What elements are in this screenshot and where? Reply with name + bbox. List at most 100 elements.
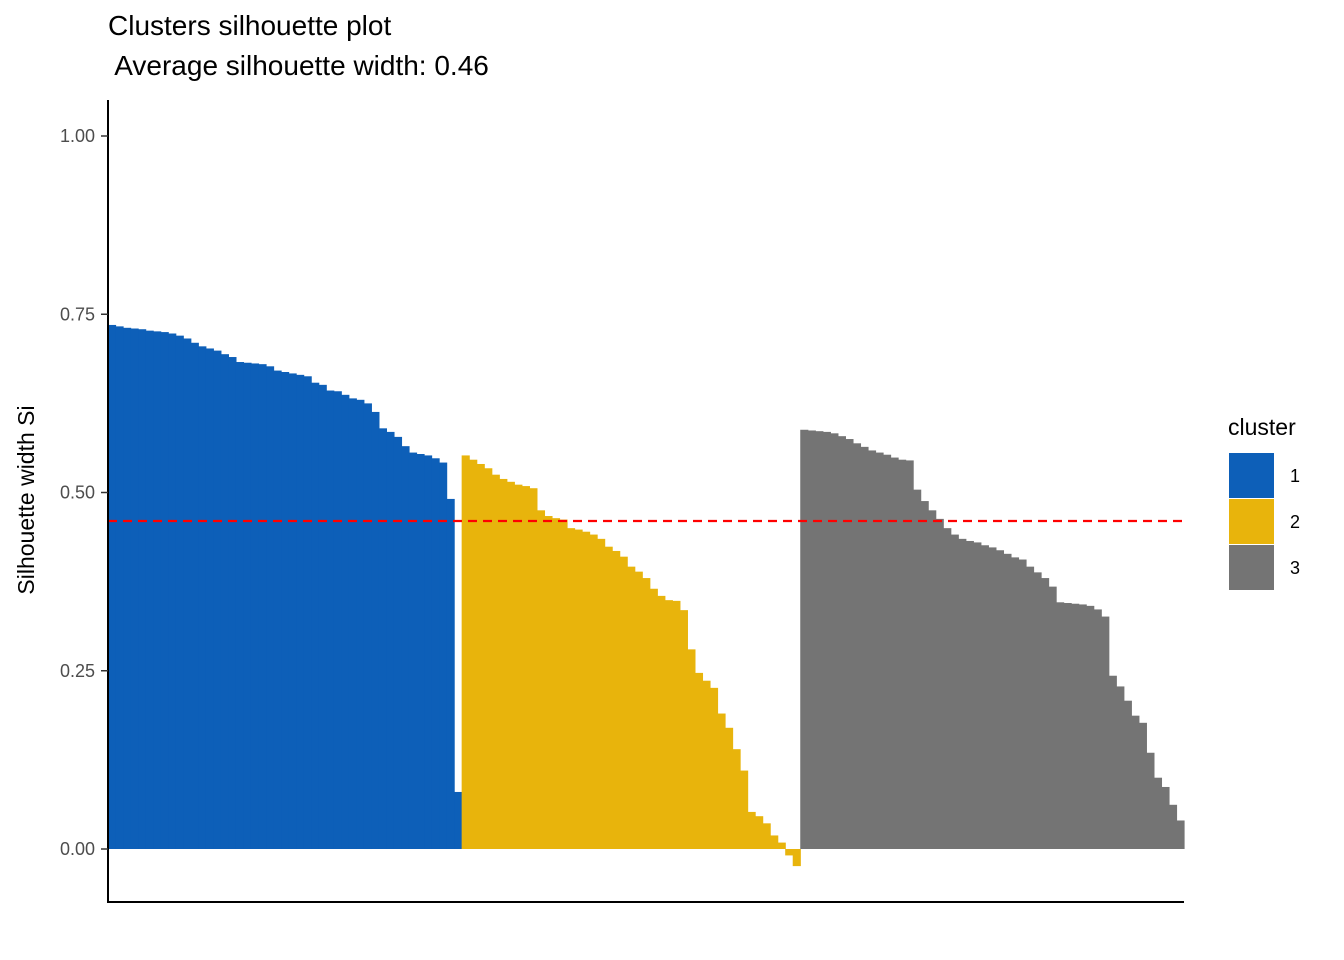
bar-cluster-3-43 — [1116, 686, 1125, 849]
bar-cluster-3-39 — [1086, 605, 1095, 849]
bar-cluster-2-38 — [740, 770, 749, 849]
bar-cluster-1-38 — [386, 431, 395, 849]
bar-cluster-1-34 — [356, 399, 365, 849]
bar-cluster-3-47 — [1146, 752, 1155, 849]
bar-cluster-2-31 — [687, 649, 696, 849]
bar-cluster-2-4 — [484, 468, 493, 849]
bar-cluster-1-45 — [439, 462, 448, 849]
bar-cluster-3-6 — [837, 436, 846, 849]
bar-cluster-1-15 — [213, 350, 222, 849]
bar-cluster-2-25 — [642, 578, 651, 849]
bar-cluster-3-14 — [898, 459, 907, 849]
bar-cluster-1-17 — [228, 357, 237, 849]
bar-cluster-2-41 — [762, 823, 771, 849]
y-tick-label: 0.00 — [60, 839, 95, 859]
bar-cluster-1-37 — [378, 428, 387, 849]
bar-cluster-3-22 — [958, 538, 967, 849]
bar-cluster-2-42 — [770, 835, 779, 849]
bar-cluster-2-32 — [694, 672, 704, 849]
y-axis-title: Silhouette width Si — [13, 405, 39, 594]
bar-cluster-2-29 — [672, 600, 681, 849]
bar-cluster-2-8 — [514, 484, 523, 849]
chart-subtitle: Average silhouette width: 0.46 — [108, 50, 489, 81]
bar-cluster-2-21 — [612, 550, 621, 849]
bar-cluster-3-34 — [1048, 586, 1057, 849]
bar-cluster-1-3 — [123, 327, 132, 849]
bar-cluster-3-51 — [1176, 820, 1185, 849]
bar-cluster-1-32 — [341, 394, 350, 849]
bar-cluster-2-9 — [521, 486, 530, 849]
bar-cluster-1-44 — [431, 458, 440, 849]
bar-cluster-3-28 — [1003, 553, 1012, 849]
bar-cluster-1-47 — [454, 791, 463, 849]
bar-cluster-1-35 — [363, 403, 372, 850]
bar-cluster-3-23 — [965, 540, 974, 849]
bar-cluster-2-11 — [536, 510, 546, 849]
bar-cluster-3-1 — [800, 429, 809, 849]
bar-cluster-1-20 — [250, 363, 260, 849]
bar-cluster-3-18 — [928, 510, 937, 849]
bar-cluster-3-7 — [845, 439, 854, 849]
bar-cluster-3-25 — [980, 545, 989, 849]
bar-cluster-3-40 — [1093, 609, 1102, 849]
bar-cluster-1-29 — [318, 384, 327, 849]
bar-cluster-3-29 — [1010, 557, 1020, 849]
bar-cluster-3-33 — [1041, 578, 1050, 849]
bar-cluster-1-8 — [160, 332, 169, 850]
y-tick-label: 0.50 — [60, 483, 95, 503]
bar-cluster-2-7 — [506, 481, 515, 849]
bar-cluster-3-17 — [920, 501, 929, 849]
bar-cluster-1-16 — [220, 354, 229, 849]
bar-cluster-3-13 — [890, 457, 899, 849]
bar-cluster-3-50 — [1168, 804, 1178, 849]
bar-cluster-3-8 — [852, 443, 862, 849]
bar-cluster-1-46 — [446, 498, 455, 849]
bar-cluster-3-21 — [950, 534, 959, 849]
bar-cluster-3-12 — [883, 454, 892, 849]
bar-cluster-3-5 — [830, 433, 839, 849]
bar-cluster-2-37 — [732, 749, 741, 849]
bar-cluster-1-9 — [168, 333, 177, 849]
bar-cluster-3-45 — [1131, 715, 1140, 849]
bar-cluster-1-31 — [333, 391, 342, 849]
bar-cluster-1-33 — [348, 398, 357, 849]
bar-cluster-3-41 — [1101, 616, 1110, 849]
bar-cluster-3-20 — [943, 528, 952, 849]
y-tick-label: 0.25 — [60, 661, 95, 681]
bar-cluster-2-26 — [649, 588, 658, 849]
bar-cluster-1-19 — [243, 362, 252, 849]
bar-cluster-3-32 — [1033, 572, 1042, 849]
bar-cluster-2-35 — [717, 713, 726, 849]
bar-cluster-1-2 — [115, 326, 124, 849]
bar-cluster-2-18 — [589, 534, 598, 849]
bar-cluster-1-18 — [235, 362, 245, 849]
legend-key-1 — [1229, 453, 1274, 498]
bar-cluster-2-34 — [709, 687, 719, 849]
bar-cluster-1-25 — [288, 373, 297, 849]
bar-cluster-3-49 — [1161, 786, 1170, 849]
bar-cluster-2-20 — [604, 546, 613, 849]
legend-key-3 — [1229, 545, 1274, 590]
bar-cluster-1-13 — [198, 346, 207, 849]
bar-cluster-2-36 — [725, 727, 734, 849]
bar-cluster-3-24 — [973, 542, 982, 849]
bar-cluster-1-23 — [273, 370, 282, 849]
bar-cluster-3-11 — [875, 452, 884, 849]
bar-cluster-2-16 — [574, 529, 583, 849]
legend-title: cluster — [1228, 414, 1296, 440]
bar-cluster-3-37 — [1071, 603, 1080, 849]
bars-layer — [108, 324, 1185, 867]
bar-cluster-1-14 — [205, 348, 214, 849]
bar-cluster-1-10 — [175, 335, 184, 849]
bar-cluster-2-6 — [499, 478, 508, 849]
axes-layer: 0.00 0.25 0.50 0.75 1.00 — [60, 100, 1184, 903]
bar-cluster-3-46 — [1138, 722, 1147, 849]
bar-cluster-2-13 — [551, 518, 561, 849]
bar-cluster-3-9 — [860, 446, 869, 849]
bar-cluster-2-40 — [755, 816, 764, 849]
legend: cluster 1 2 3 — [1228, 414, 1300, 590]
bar-cluster-3-44 — [1123, 700, 1132, 849]
bar-cluster-2-22 — [619, 556, 628, 849]
bar-cluster-1-41 — [408, 452, 418, 849]
